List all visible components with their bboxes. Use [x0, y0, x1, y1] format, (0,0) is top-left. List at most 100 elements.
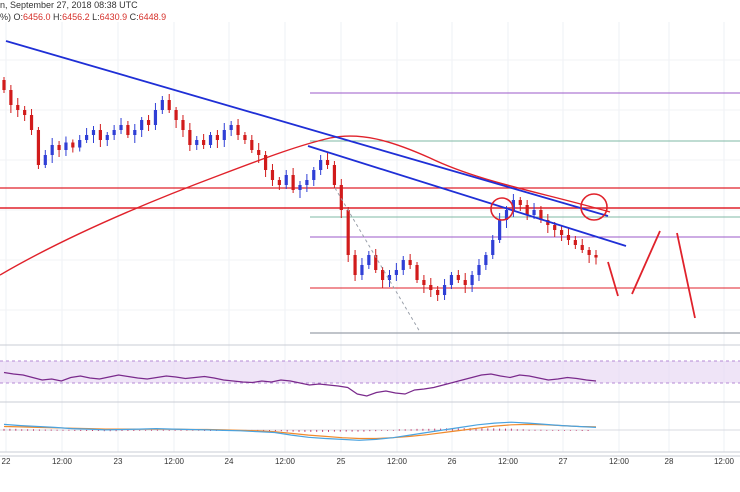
high-label: H:	[50, 12, 63, 22]
highlight-circle-2	[580, 193, 608, 221]
low-value: 6430.9	[99, 12, 128, 22]
candle-body	[566, 235, 571, 240]
x-tick-label: 12:00	[275, 457, 296, 466]
candle-body	[415, 265, 419, 280]
candle-body	[215, 135, 219, 140]
candle-body	[36, 130, 41, 165]
candle-body	[498, 220, 502, 240]
candle-body	[153, 110, 158, 125]
x-tick-label: 12:00	[52, 457, 73, 466]
low-label: L:	[89, 12, 100, 22]
candle-body	[243, 135, 247, 140]
candle-body	[91, 130, 96, 135]
candle-body	[539, 210, 543, 220]
x-tick-label: 22	[2, 457, 11, 466]
candle-body	[291, 175, 295, 190]
x-tick-label: 12:00	[164, 457, 185, 466]
ohlc-prefix: %)	[0, 12, 14, 22]
candle-body	[23, 110, 27, 115]
x-tick-label: 27	[559, 457, 568, 466]
candle-body	[504, 210, 509, 220]
candle-body	[167, 100, 171, 110]
ema-curve	[0, 135, 611, 276]
candle-body	[43, 155, 47, 165]
candle-body	[270, 170, 275, 180]
high-value: 6456.2	[62, 12, 90, 22]
candle-body	[346, 210, 350, 255]
candle-body	[449, 275, 454, 285]
candle-body	[112, 130, 116, 135]
candle-body	[126, 125, 130, 135]
candle-body	[463, 280, 467, 285]
x-tick-label: 12:00	[498, 457, 519, 466]
macd-signal-line	[3, 423, 597, 440]
candle-body	[594, 255, 598, 258]
candle-body	[332, 165, 337, 185]
candle-body	[50, 145, 54, 155]
candle-body	[57, 145, 61, 150]
candle-body	[236, 125, 240, 135]
candle-body	[71, 142, 75, 148]
x-tick-label: 24	[225, 457, 234, 466]
candle-body	[553, 225, 557, 230]
candle-body	[353, 255, 357, 275]
candle-body	[374, 255, 378, 270]
candle-body	[511, 200, 515, 210]
candle-body	[442, 285, 447, 295]
candle-body	[146, 120, 151, 125]
candle-body	[456, 275, 460, 280]
x-tick-label: 12:00	[387, 457, 408, 466]
candle-body	[387, 275, 392, 280]
close-value: 6448.9	[138, 12, 167, 22]
candle-body	[208, 135, 213, 145]
candle-body	[484, 255, 488, 265]
candle-body	[573, 240, 577, 245]
candle-body	[105, 135, 109, 140]
open-value: 6456.0	[23, 12, 51, 22]
x-tick-label: 12:00	[714, 457, 735, 466]
x-tick-label: 12:00	[609, 457, 630, 466]
candle-body	[408, 260, 412, 265]
candle-body	[98, 130, 102, 140]
candle-body	[284, 175, 288, 185]
candle-body	[312, 170, 316, 180]
candle-body	[140, 120, 144, 130]
rsi-band	[0, 361, 740, 383]
candle-body	[263, 155, 268, 170]
candle-body	[78, 140, 82, 148]
candle-body	[257, 150, 261, 155]
x-tick-label: 25	[337, 457, 346, 466]
candle-body	[160, 100, 164, 110]
candle-body	[222, 130, 226, 140]
candle-body	[250, 140, 254, 150]
candle-body	[477, 265, 481, 275]
x-tick-label: 26	[448, 457, 457, 466]
candle-body	[491, 240, 495, 255]
candle-body	[580, 245, 584, 250]
trendline-upper	[5, 40, 609, 217]
candle-body	[518, 200, 522, 205]
candle-body	[229, 125, 233, 130]
chart-title-text: n, September 27, 2018 08:38 UTC	[0, 0, 138, 10]
candle-body	[29, 115, 34, 130]
highlight-circle-1	[490, 197, 514, 221]
open-label: O:	[13, 12, 24, 22]
candle-body	[436, 290, 440, 295]
close-label: C:	[127, 12, 139, 22]
candle-body	[429, 285, 433, 290]
candle-body	[470, 275, 474, 285]
candle-body	[325, 160, 330, 165]
candle-body	[339, 185, 343, 210]
candle-body	[188, 130, 192, 145]
fib-dashed-line	[334, 187, 421, 333]
rsi-line	[3, 371, 597, 397]
candle-body	[133, 130, 137, 135]
candle-body	[277, 180, 281, 185]
projection-line-3	[676, 232, 696, 319]
candle-body	[174, 110, 178, 120]
candle-body	[401, 260, 405, 270]
x-tick-label: 23	[114, 457, 123, 466]
candle-body	[9, 90, 13, 105]
candle-body	[319, 160, 323, 170]
